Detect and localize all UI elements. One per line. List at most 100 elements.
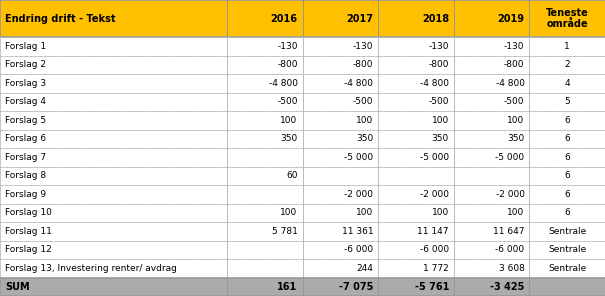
Bar bbox=[0, 130, 227, 148]
Text: 1 772: 1 772 bbox=[423, 264, 449, 273]
Text: Forslag 7: Forslag 7 bbox=[5, 153, 46, 162]
Text: -800: -800 bbox=[353, 60, 373, 69]
Text: Sentrale: Sentrale bbox=[548, 245, 586, 254]
Text: 2018: 2018 bbox=[422, 14, 449, 23]
Text: Forslag 10: Forslag 10 bbox=[5, 208, 51, 217]
Bar bbox=[454, 222, 529, 240]
Bar bbox=[227, 240, 302, 259]
Text: 6: 6 bbox=[564, 171, 570, 180]
Text: 11 147: 11 147 bbox=[417, 227, 449, 236]
Bar bbox=[302, 148, 378, 166]
Bar bbox=[454, 130, 529, 148]
Bar bbox=[454, 56, 529, 74]
Text: 11 647: 11 647 bbox=[493, 227, 525, 236]
Text: -4 800: -4 800 bbox=[495, 79, 525, 88]
Bar bbox=[0, 259, 227, 278]
Text: Forslag 12: Forslag 12 bbox=[5, 245, 51, 254]
Text: 350: 350 bbox=[356, 134, 373, 143]
Bar bbox=[0, 222, 227, 240]
Text: Forslag 8: Forslag 8 bbox=[5, 171, 46, 180]
Bar bbox=[302, 240, 378, 259]
Bar bbox=[227, 56, 302, 74]
Bar bbox=[0, 56, 227, 74]
Bar bbox=[227, 259, 302, 278]
Text: -4 800: -4 800 bbox=[344, 79, 373, 88]
Text: -800: -800 bbox=[428, 60, 449, 69]
Bar bbox=[454, 0, 529, 37]
Bar bbox=[454, 37, 529, 56]
Text: Sentrale: Sentrale bbox=[548, 264, 586, 273]
Text: 6: 6 bbox=[564, 190, 570, 199]
Text: -5 000: -5 000 bbox=[495, 153, 525, 162]
Text: Forslag 13, Investering renter/ avdrag: Forslag 13, Investering renter/ avdrag bbox=[5, 264, 177, 273]
Bar bbox=[227, 204, 302, 222]
Bar bbox=[227, 130, 302, 148]
Text: 6: 6 bbox=[564, 208, 570, 217]
Bar bbox=[302, 259, 378, 278]
Text: -500: -500 bbox=[428, 97, 449, 106]
Text: -130: -130 bbox=[504, 42, 525, 51]
Bar bbox=[378, 259, 454, 278]
Text: 11 361: 11 361 bbox=[342, 227, 373, 236]
Bar bbox=[0, 278, 227, 296]
Text: -800: -800 bbox=[504, 60, 525, 69]
Text: 100: 100 bbox=[507, 116, 525, 125]
Bar bbox=[529, 240, 605, 259]
Bar bbox=[529, 56, 605, 74]
Bar bbox=[454, 111, 529, 130]
Text: 100: 100 bbox=[431, 208, 449, 217]
Text: 100: 100 bbox=[280, 208, 298, 217]
Text: 350: 350 bbox=[431, 134, 449, 143]
Text: 6: 6 bbox=[564, 153, 570, 162]
Text: -5 761: -5 761 bbox=[414, 282, 449, 292]
Bar bbox=[0, 166, 227, 185]
Bar bbox=[378, 240, 454, 259]
Text: -6 000: -6 000 bbox=[495, 245, 525, 254]
Bar bbox=[378, 92, 454, 111]
Bar bbox=[0, 240, 227, 259]
Bar bbox=[529, 148, 605, 166]
Bar bbox=[378, 185, 454, 204]
Bar bbox=[454, 92, 529, 111]
Text: 100: 100 bbox=[507, 208, 525, 217]
Text: 100: 100 bbox=[431, 116, 449, 125]
Text: 1: 1 bbox=[564, 42, 570, 51]
Bar bbox=[454, 204, 529, 222]
Bar bbox=[529, 166, 605, 185]
Text: 2017: 2017 bbox=[346, 14, 373, 23]
Bar bbox=[0, 0, 227, 37]
Bar bbox=[529, 92, 605, 111]
Bar bbox=[529, 222, 605, 240]
Bar bbox=[302, 166, 378, 185]
Bar bbox=[378, 222, 454, 240]
Bar bbox=[0, 204, 227, 222]
Text: -4 800: -4 800 bbox=[269, 79, 298, 88]
Text: 6: 6 bbox=[564, 134, 570, 143]
Text: -2 000: -2 000 bbox=[420, 190, 449, 199]
Bar bbox=[529, 74, 605, 92]
Bar bbox=[302, 92, 378, 111]
Bar bbox=[302, 74, 378, 92]
Text: 5 781: 5 781 bbox=[272, 227, 298, 236]
Bar bbox=[454, 148, 529, 166]
Text: -500: -500 bbox=[353, 97, 373, 106]
Text: Forslag 11: Forslag 11 bbox=[5, 227, 51, 236]
Text: Teneste
område: Teneste område bbox=[546, 8, 589, 29]
Bar bbox=[454, 259, 529, 278]
Bar bbox=[378, 130, 454, 148]
Text: -130: -130 bbox=[353, 42, 373, 51]
Bar bbox=[378, 204, 454, 222]
Text: Sentrale: Sentrale bbox=[548, 227, 586, 236]
Bar bbox=[302, 204, 378, 222]
Text: -130: -130 bbox=[428, 42, 449, 51]
Bar bbox=[529, 0, 605, 37]
Bar bbox=[378, 111, 454, 130]
Bar bbox=[227, 278, 302, 296]
Text: 2019: 2019 bbox=[497, 14, 525, 23]
Text: 2: 2 bbox=[564, 60, 570, 69]
Bar bbox=[0, 37, 227, 56]
Text: 350: 350 bbox=[507, 134, 525, 143]
Bar bbox=[302, 185, 378, 204]
Text: -6 000: -6 000 bbox=[344, 245, 373, 254]
Bar bbox=[454, 166, 529, 185]
